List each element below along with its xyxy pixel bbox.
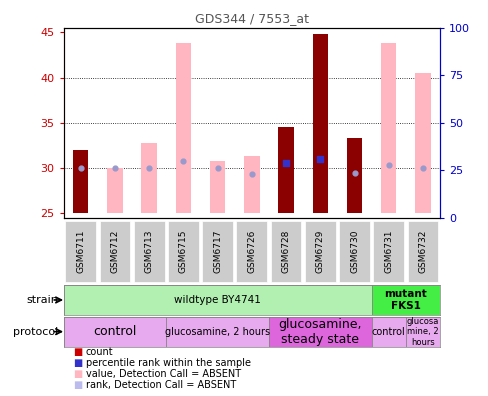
Text: ■: ■ [73,369,82,379]
FancyBboxPatch shape [100,221,130,282]
FancyBboxPatch shape [371,285,439,315]
Text: glucosa
mine, 2
hours: glucosa mine, 2 hours [406,317,438,346]
Bar [278,127,293,213]
Text: protocol: protocol [13,327,59,337]
Text: mutant
FKS1: mutant FKS1 [384,289,427,311]
Point [418,165,426,171]
FancyBboxPatch shape [373,221,404,282]
FancyBboxPatch shape [270,221,301,282]
Text: GSM6715: GSM6715 [179,230,187,273]
Text: GSM6730: GSM6730 [349,230,358,273]
Text: control: control [93,325,136,338]
Text: GSM6732: GSM6732 [418,230,427,273]
Text: strain: strain [27,295,59,305]
FancyBboxPatch shape [65,221,96,282]
FancyBboxPatch shape [339,221,369,282]
Text: percentile rank within the sample: percentile rank within the sample [85,358,250,368]
Text: ■: ■ [73,379,82,390]
Text: GSM6728: GSM6728 [281,230,290,273]
Bar [141,143,157,213]
Text: count: count [85,347,113,358]
Text: ■: ■ [73,358,82,368]
FancyBboxPatch shape [166,317,268,346]
Text: GSM6717: GSM6717 [213,230,222,273]
Point [384,162,392,168]
Text: control: control [371,327,405,337]
FancyBboxPatch shape [202,221,232,282]
FancyBboxPatch shape [268,317,371,346]
Point [111,165,119,171]
FancyBboxPatch shape [133,221,164,282]
FancyBboxPatch shape [305,221,335,282]
Text: glucosamine, 2 hours: glucosamine, 2 hours [165,327,269,337]
Bar [380,43,396,213]
Text: wildtype BY4741: wildtype BY4741 [174,295,261,305]
Text: ■: ■ [73,347,82,358]
FancyBboxPatch shape [371,317,405,346]
Text: GSM6726: GSM6726 [247,230,256,273]
Point [350,169,358,176]
FancyBboxPatch shape [236,221,266,282]
Bar [312,34,327,213]
Bar [107,168,122,213]
Text: rank, Detection Call = ABSENT: rank, Detection Call = ABSENT [85,379,235,390]
Bar [209,161,225,213]
FancyBboxPatch shape [63,285,371,315]
FancyBboxPatch shape [407,221,438,282]
Bar [346,138,362,213]
Bar [175,43,191,213]
Text: GSM6712: GSM6712 [110,230,119,273]
FancyBboxPatch shape [405,317,439,346]
Point [247,171,255,177]
Text: GSM6711: GSM6711 [76,230,85,273]
Bar [414,73,430,213]
Point [179,158,187,164]
Point [316,156,324,162]
Point [145,165,153,171]
Text: GSM6731: GSM6731 [384,230,392,273]
Text: value, Detection Call = ABSENT: value, Detection Call = ABSENT [85,369,240,379]
Text: GSM6713: GSM6713 [144,230,153,273]
Bar [73,150,88,213]
Point [213,165,221,171]
Title: GDS344 / 7553_at: GDS344 / 7553_at [194,12,308,25]
FancyBboxPatch shape [63,317,166,346]
Point [77,165,84,171]
Point [282,160,289,167]
Text: GSM6729: GSM6729 [315,230,324,273]
FancyBboxPatch shape [168,221,198,282]
Text: glucosamine,
steady state: glucosamine, steady state [278,318,361,346]
Bar [244,156,259,213]
